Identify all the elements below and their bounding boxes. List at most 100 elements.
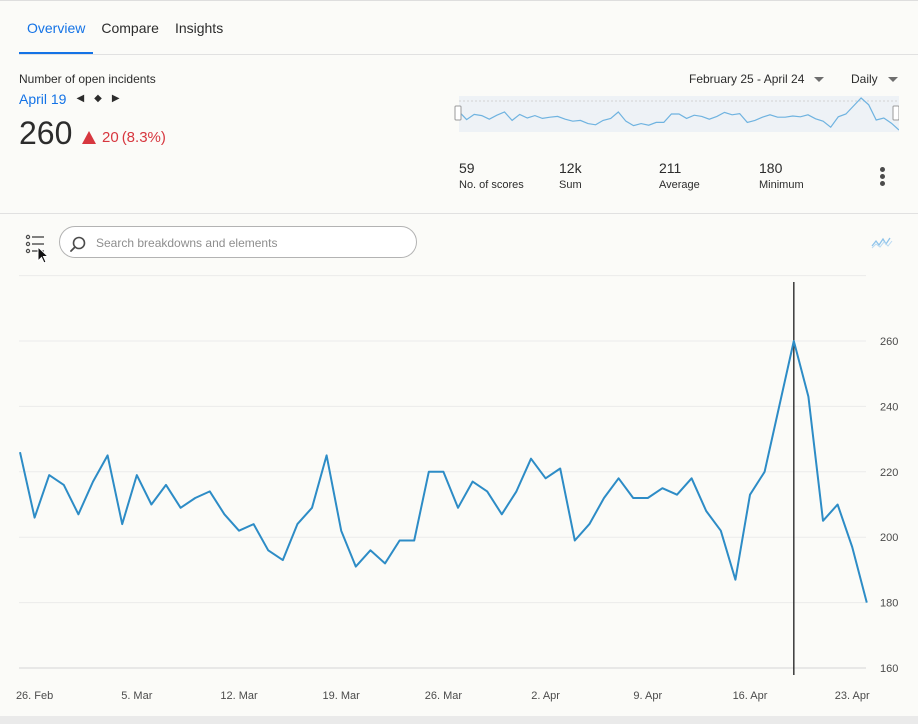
data-point	[675, 493, 679, 497]
data-point	[295, 522, 299, 526]
stat-minimum: 180 Minimum	[759, 159, 859, 191]
date-range-dropdown[interactable]: February 25 - April 24	[689, 72, 825, 86]
data-point	[821, 519, 825, 523]
data-point	[135, 473, 139, 477]
current-date-icon[interactable]: ◆	[94, 93, 102, 104]
data-point	[222, 512, 226, 516]
x-axis: 26. Feb 5. Mar 12. Mar 19. Mar 26. Mar 2. Apr…	[16, 690, 870, 702]
line-chart-icon[interactable]	[871, 234, 893, 250]
chevron-down-icon	[814, 76, 825, 82]
granularity-dropdown[interactable]: Daily	[851, 72, 898, 86]
increase-triangle-icon	[82, 131, 96, 144]
search-input[interactable]	[94, 227, 408, 259]
data-point	[354, 565, 358, 569]
data-point	[660, 486, 664, 490]
y-tick-label: 240	[880, 401, 898, 413]
x-tick-label: 9. Apr	[633, 690, 662, 702]
data-point	[836, 503, 840, 507]
stats-row: 59 No. of scores 12k Sum 211 Average 180…	[459, 159, 859, 191]
data-point	[558, 467, 562, 471]
x-tick-label: 12. Mar	[220, 690, 258, 702]
data-point	[456, 506, 460, 510]
stat-label: Average	[659, 179, 700, 191]
tab-overview[interactable]: Overview	[19, 0, 94, 54]
data-point	[106, 453, 110, 457]
tabs-divider	[19, 54, 918, 55]
stat-value: 211	[659, 160, 682, 176]
tab-bar: Overview Compare Insights	[19, 0, 231, 55]
delta-percent: (8.3%)	[121, 129, 166, 146]
y-tick-label: 200	[880, 532, 898, 544]
data-point	[500, 512, 504, 516]
incidents-line-chart[interactable]: 160 180 200 220 240 260 26. Feb 5. Mar 12. Mar 1…	[0, 270, 918, 710]
top-border	[0, 0, 918, 1]
stat-label: Minimum	[759, 179, 804, 191]
data-point	[339, 529, 343, 533]
y-tick-label: 160	[880, 663, 898, 675]
stat-value: 180	[759, 160, 783, 176]
delta-value: 20	[102, 129, 119, 146]
tab-insights[interactable]: Insights	[174, 20, 224, 36]
data-point	[573, 538, 577, 542]
data-point	[763, 470, 767, 474]
y-tick-label: 220	[880, 467, 898, 479]
data-point	[690, 476, 694, 480]
data-point	[631, 496, 635, 500]
data-point	[704, 509, 708, 513]
data-point	[777, 404, 781, 408]
selected-date-link[interactable]: April 19	[19, 91, 67, 107]
data-point	[193, 496, 197, 500]
range-overview-sparkline[interactable]	[453, 92, 899, 136]
chevron-down-icon	[887, 76, 898, 82]
x-tick-label: 5. Mar	[121, 690, 153, 702]
stat-label: Sum	[559, 179, 582, 191]
range-start-handle[interactable]	[454, 105, 462, 121]
stat-count: 59 No. of scores	[459, 159, 559, 191]
stat-average: 211 Average	[659, 159, 759, 191]
data-point	[18, 450, 22, 454]
y-tick-label: 180	[880, 598, 898, 610]
data-point	[806, 395, 810, 399]
stat-value: 59	[459, 160, 475, 176]
metric-value: 260	[19, 115, 73, 151]
section-divider	[0, 213, 918, 214]
data-point	[850, 545, 854, 549]
data-point	[485, 489, 489, 493]
x-tick-label: 26. Mar	[425, 690, 463, 702]
stat-sum: 12k Sum	[559, 159, 659, 191]
metric-delta: 20 (8.3%)	[82, 129, 166, 146]
previous-date-icon[interactable]: ◀	[76, 93, 85, 104]
data-point	[733, 578, 737, 582]
y-axis: 160 180 200 220 240 260	[880, 336, 898, 675]
data-point	[544, 476, 548, 480]
range-end-handle[interactable]	[892, 105, 899, 121]
data-point	[120, 522, 124, 526]
chart-gridlines	[19, 275, 866, 669]
data-point	[149, 503, 153, 507]
data-point	[325, 453, 329, 457]
data-point	[266, 548, 270, 552]
data-point	[398, 538, 402, 542]
mouse-pointer-icon	[37, 246, 49, 264]
y-tick-label: 260	[880, 336, 898, 348]
data-point	[47, 473, 51, 477]
data-point	[514, 489, 518, 493]
data-point	[368, 548, 372, 552]
tab-compare[interactable]: Compare	[101, 20, 159, 36]
x-tick-label: 16. Apr	[733, 690, 768, 702]
bottom-scrollbar[interactable]	[0, 716, 918, 724]
search-box[interactable]	[59, 226, 417, 259]
sparkline-line	[458, 97, 899, 131]
more-options-icon[interactable]	[880, 167, 886, 188]
data-point	[427, 470, 431, 474]
data-point	[91, 480, 95, 484]
data-point	[529, 457, 533, 461]
x-tick-label: 19. Mar	[323, 690, 361, 702]
x-tick-label: 26. Feb	[16, 690, 53, 702]
data-point	[179, 506, 183, 510]
data-point	[748, 493, 752, 497]
search-icon	[70, 236, 86, 252]
next-date-icon[interactable]: ▶	[111, 93, 120, 104]
x-tick-label: 23. Apr	[835, 690, 870, 702]
granularity-label: Daily	[851, 72, 878, 86]
